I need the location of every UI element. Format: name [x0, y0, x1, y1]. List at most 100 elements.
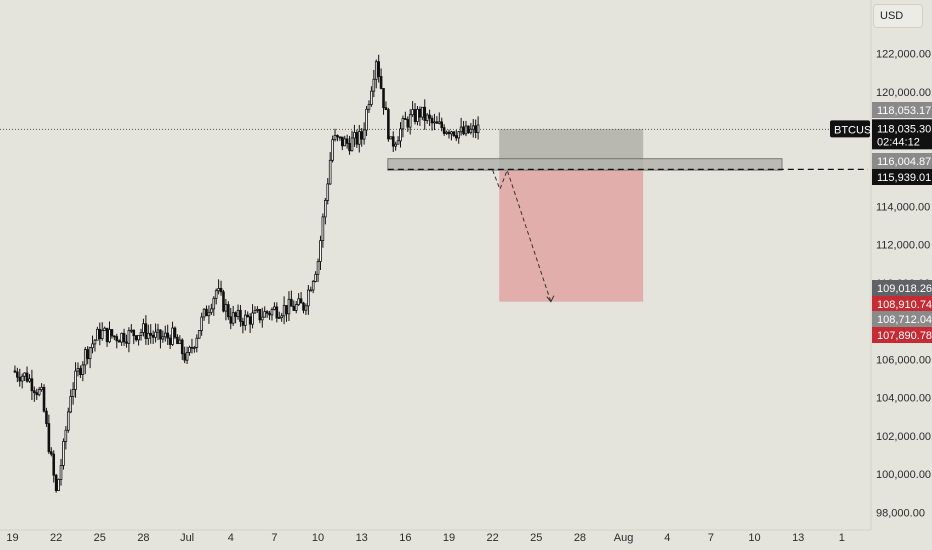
- candle-body: [311, 281, 315, 291]
- candle: [120, 332, 123, 346]
- candle-body: [144, 323, 148, 339]
- candle: [433, 113, 436, 131]
- candle: [202, 308, 206, 321]
- y-tick-label: 114,000.00: [876, 201, 930, 213]
- symbol-tag-label: BTCUSD: [834, 124, 879, 136]
- candle: [428, 109, 431, 126]
- candle: [382, 88, 385, 115]
- candle-body: [389, 136, 393, 140]
- candle-body: [37, 389, 41, 396]
- candle: [440, 117, 444, 132]
- candle: [241, 317, 245, 334]
- candle: [47, 414, 51, 454]
- candle: [25, 366, 29, 383]
- candle-body: [435, 121, 439, 124]
- candle-body: [297, 298, 300, 305]
- candle-body: [241, 321, 245, 326]
- candle-body: [319, 240, 322, 262]
- candle: [418, 106, 422, 126]
- candle: [248, 313, 252, 333]
- candle: [326, 178, 330, 205]
- candle-body: [185, 351, 189, 361]
- currency-button[interactable]: USD: [873, 4, 923, 28]
- candle-body: [88, 347, 92, 360]
- candle-body: [394, 143, 397, 147]
- candle-body: [406, 119, 410, 128]
- x-tick-label: 25: [94, 532, 106, 544]
- price-tag: 107,890.78: [872, 327, 932, 343]
- candle: [239, 305, 242, 327]
- candle: [176, 334, 179, 345]
- candle-body: [180, 339, 184, 355]
- candle-body: [256, 308, 259, 311]
- candle: [30, 369, 34, 401]
- candle-body: [336, 134, 339, 138]
- price-tag-label: 116,004.87: [877, 156, 931, 168]
- candle: [273, 302, 276, 311]
- candle: [137, 334, 140, 346]
- candle-body: [212, 297, 216, 310]
- candle: [91, 335, 94, 354]
- candle: [464, 120, 468, 137]
- candle: [130, 324, 133, 334]
- candle-body: [307, 289, 310, 307]
- candle: [277, 311, 281, 320]
- candle: [263, 306, 266, 318]
- candle-body: [345, 138, 349, 144]
- candle-body: [355, 132, 359, 145]
- price-tag: 118,053.17: [872, 102, 932, 118]
- x-tick-label: 19: [443, 532, 455, 544]
- candle-body: [69, 396, 73, 413]
- candle: [146, 324, 150, 346]
- candle-body: [326, 183, 330, 201]
- y-tick-label: 112,000.00: [876, 240, 930, 252]
- candle-body: [96, 328, 99, 341]
- candle-body: [362, 129, 366, 140]
- candle: [260, 307, 264, 328]
- candle-body: [265, 311, 269, 314]
- candle-body: [161, 336, 165, 340]
- candle: [62, 438, 65, 470]
- candle: [280, 312, 283, 322]
- candle-body: [474, 125, 477, 133]
- price-tag-label: 118,053.17: [877, 105, 931, 117]
- x-tick-label: 4: [664, 532, 670, 544]
- candle: [367, 100, 371, 113]
- candle-body: [309, 289, 313, 292]
- candle-body: [219, 287, 223, 293]
- candle-body: [205, 308, 208, 317]
- candle: [275, 302, 279, 323]
- candle: [110, 329, 114, 339]
- x-tick-label: 25: [530, 532, 542, 544]
- candle: [83, 347, 87, 375]
- candle: [435, 116, 439, 124]
- candle-body: [183, 353, 186, 361]
- candle-body: [100, 330, 104, 339]
- candle-body: [210, 308, 213, 313]
- candle-body: [462, 126, 465, 135]
- candle: [459, 117, 463, 136]
- candle-body: [50, 451, 53, 455]
- y-tick-label: 100,000.00: [876, 469, 931, 481]
- candle: [197, 330, 201, 339]
- candle-body: [316, 261, 320, 275]
- candle-body: [127, 330, 131, 344]
- candle: [59, 458, 63, 486]
- candle-body: [236, 309, 240, 317]
- candle-body: [18, 376, 22, 382]
- candle-body: [445, 131, 448, 134]
- candle: [287, 291, 291, 322]
- candle-body: [416, 108, 419, 122]
- candle: [268, 310, 271, 320]
- candle-body: [251, 312, 254, 325]
- candle: [246, 311, 250, 318]
- candle: [149, 324, 153, 344]
- candle-body: [442, 127, 446, 134]
- candle-body: [299, 298, 303, 304]
- price-tag-bg: [872, 327, 932, 343]
- candle-body: [239, 309, 242, 322]
- candle: [231, 305, 235, 326]
- candle-body: [258, 308, 262, 321]
